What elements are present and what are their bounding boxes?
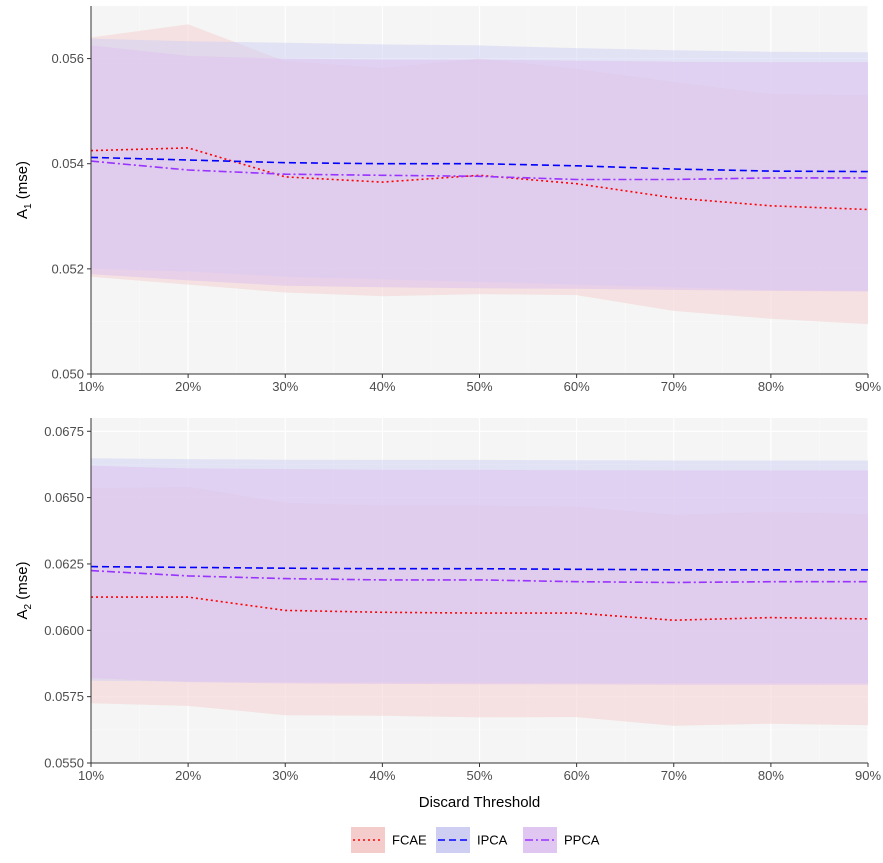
series-line-ppca bbox=[90, 160, 868, 181]
legend: FCAE IPCA PPCA bbox=[351, 827, 600, 853]
y-tick-label: 0.0675 bbox=[44, 424, 84, 439]
x-tick-label: 30% bbox=[272, 379, 298, 394]
series-line-fcae bbox=[90, 147, 869, 211]
legend-label-ppca: PPCA bbox=[564, 833, 600, 848]
y-tick-label: 0.0575 bbox=[44, 689, 84, 704]
y-axis-title-subscript: 1 bbox=[23, 203, 34, 209]
y-tick-label: 0.0550 bbox=[44, 756, 84, 771]
y-axis-title-suffix: (mse) bbox=[14, 161, 31, 204]
y-tick-label: 0.052 bbox=[51, 261, 84, 276]
x-tick-label: 30% bbox=[272, 768, 298, 783]
x-tick-label: 90% bbox=[855, 379, 881, 394]
x-tick-label: 20% bbox=[175, 379, 201, 394]
y-axis-title-suffix: (mse) bbox=[14, 561, 31, 604]
x-tick-label: 70% bbox=[661, 379, 687, 394]
y-axis-title-main: A bbox=[14, 209, 31, 219]
y-tick-label: 0.0650 bbox=[44, 490, 84, 505]
x-tick-label: 60% bbox=[564, 768, 590, 783]
ribbon-ppca bbox=[91, 465, 868, 685]
y-tick-label: 0.0625 bbox=[44, 556, 84, 571]
panel-1: 0.050 0.052 0.054 0.056 10% 20% 30% 40% 50% 60% 70… bbox=[14, 5, 881, 394]
y-tick-label: 0.050 bbox=[51, 367, 84, 382]
y-tick-label: 0.054 bbox=[51, 156, 84, 171]
y-axis-title: A1 (mse) bbox=[14, 161, 34, 219]
ribbon-ppca bbox=[91, 45, 868, 292]
y-tick-label: 0.0600 bbox=[44, 623, 84, 638]
x-tick-label: 50% bbox=[466, 379, 492, 394]
x-axis-title: Discard Threshold bbox=[419, 794, 540, 811]
x-tick-label: 60% bbox=[564, 379, 590, 394]
y-axis-title-subscript: 2 bbox=[23, 604, 34, 610]
x-tick-label: 20% bbox=[175, 768, 201, 783]
x-tick-label: 10% bbox=[78, 768, 104, 783]
x-tick-label: 40% bbox=[369, 379, 395, 394]
legend-label-fcae: FCAE bbox=[392, 833, 427, 848]
x-tick-label: 80% bbox=[758, 768, 784, 783]
x-tick-label: 90% bbox=[855, 768, 881, 783]
series-line-ipca bbox=[90, 156, 869, 173]
x-tick-label: 70% bbox=[661, 768, 687, 783]
y-tick-label: 0.056 bbox=[51, 51, 84, 66]
series-line-ppca bbox=[90, 569, 868, 584]
legend-label-ipca: IPCA bbox=[477, 833, 508, 848]
panel-2: 0.0550 0.0575 0.0600 0.0625 0.0650 0.0675 10% 2… bbox=[14, 418, 881, 811]
x-tick-label: 80% bbox=[758, 379, 784, 394]
series-line-ipca bbox=[90, 565, 868, 571]
y-axis-title: A2 (mse) bbox=[14, 561, 34, 619]
x-tick-label: 40% bbox=[369, 768, 395, 783]
x-tick-label: 50% bbox=[466, 768, 492, 783]
y-axis-title-main: A bbox=[14, 610, 31, 620]
x-tick-label: 10% bbox=[78, 379, 104, 394]
